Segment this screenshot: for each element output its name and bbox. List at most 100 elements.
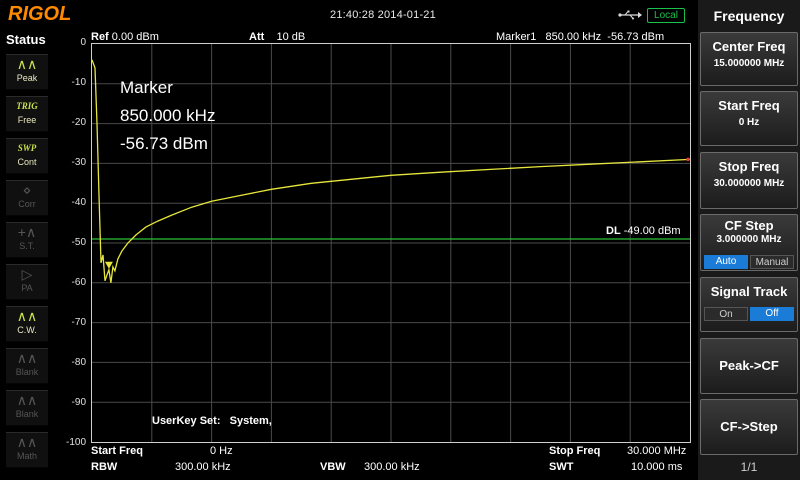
menu-title: Frequency — [713, 8, 785, 24]
display-line-label: DL -49.00 dBm — [606, 225, 681, 237]
status-label: Peak — [16, 73, 38, 83]
signal-track-label: Signal Track — [710, 284, 788, 299]
y-tick-label: -70 — [71, 317, 86, 328]
start-freq-value: 0 Hz — [210, 445, 233, 457]
trace-canvas — [92, 44, 690, 442]
local-badge: Local — [647, 8, 685, 23]
userkey-value: System, — [229, 415, 272, 427]
status-icon: ∧∧ — [16, 350, 38, 366]
vbw-label: VBW — [320, 461, 346, 473]
marker-info-title: Marker — [120, 78, 173, 97]
rigol-logo: RIGOL — [6, 1, 90, 25]
start-freq-label: Start Freq — [91, 445, 143, 457]
status-icon: +∧ — [17, 224, 37, 240]
attenuation-readout: Att 10 dB — [249, 31, 305, 43]
marker-readout: Marker1 850.00 kHz -56.73 dBm — [496, 31, 664, 43]
datetime: 21:40:28 2014-01-21 — [330, 9, 436, 21]
y-tick-label: -20 — [71, 117, 86, 128]
cf-step-value: 3.000000 MHz — [716, 234, 782, 245]
svg-text:RIGOL: RIGOL — [8, 3, 71, 25]
marker-1-point — [104, 261, 113, 269]
status-label: Blank — [15, 367, 39, 377]
usb-icon — [618, 10, 642, 20]
marker-info-level: -56.73 dBm — [120, 134, 208, 153]
cf-step-label: CF Step — [724, 218, 774, 233]
status-item-cont: SWP Cont — [6, 138, 48, 174]
userkey-info: UserKey Set: System, — [152, 415, 272, 427]
status-icon: ∧∧ — [16, 308, 38, 324]
cf-to-step-button[interactable]: CF->Step — [700, 399, 798, 455]
peak-to-cf-label: Peak->CF — [719, 358, 779, 373]
y-tick-label: -100 — [65, 437, 86, 448]
status-item-corr: ⋄ Corr — [6, 180, 48, 216]
status-label: S.T. — [19, 241, 35, 251]
dl-label-text: DL — [606, 225, 621, 237]
trace-end-point — [686, 157, 690, 162]
status-column: Status — [0, 28, 52, 480]
center-freq-label: Center Freq — [712, 39, 786, 54]
status-icon: ⋄ — [22, 182, 32, 198]
status-title: Status — [6, 32, 46, 47]
marker-freq: 850.00 kHz — [545, 31, 602, 43]
swt-value: 10.000 ms — [631, 461, 683, 473]
status-item-peak: ∧∧ Peak — [6, 54, 48, 90]
status-icon: TRIG — [16, 101, 38, 111]
spectrum-trace — [92, 59, 690, 283]
top-bar — [0, 0, 698, 28]
att-label: Att — [249, 31, 265, 43]
cf-to-step-label: CF->Step — [720, 419, 778, 434]
status-icon: SWP — [17, 143, 37, 153]
y-tick-label: -60 — [71, 277, 86, 288]
status-item-free: TRIG Free — [6, 96, 48, 132]
status-item-c-w: ∧∧ C.W. — [6, 306, 48, 342]
status-icon: ∧∧ — [16, 56, 38, 72]
marker-info: Marker 850.000 kHz -56.73 dBm — [120, 74, 215, 158]
stop-freq-value: 30.000 MHz — [627, 445, 687, 457]
menu-page-number: 1/1 — [740, 460, 758, 474]
spectrum-plot[interactable] — [91, 43, 691, 443]
marker-label: Marker1 — [496, 31, 537, 43]
start-freq-softkey-label: Start Freq — [718, 98, 780, 113]
status-icon: ∧∧ — [16, 392, 38, 408]
ref-label: Ref — [91, 31, 109, 43]
y-tick-label: -40 — [71, 197, 86, 208]
rbw-label: RBW — [91, 461, 118, 473]
status-icon: ▷ — [21, 266, 33, 282]
status-label: Math — [16, 451, 37, 461]
status-icon: ∧∧ — [16, 434, 38, 450]
status-item-blank: ∧∧ Blank — [6, 390, 48, 426]
status-item-pa: ▷ PA — [6, 264, 48, 300]
peak-to-cf-button[interactable]: Peak->CF — [700, 338, 798, 394]
y-tick-label: -90 — [71, 397, 86, 408]
status-label: Blank — [15, 409, 39, 419]
marker-info-freq: 850.000 kHz — [120, 106, 216, 125]
rbw-value: 300.00 kHz — [175, 461, 231, 473]
cf-step-manual-option[interactable]: Manual — [750, 255, 794, 269]
signal-track-on-option[interactable]: On — [704, 307, 748, 321]
stop-freq-button[interactable]: Stop Freq 30.000000 MHz — [700, 152, 798, 209]
status-item-math: ∧∧ Math — [6, 432, 48, 468]
center-freq-value: 15.000000 MHz — [713, 58, 785, 69]
userkey-label: UserKey Set: — [152, 415, 221, 427]
status-item-blank: ∧∧ Blank — [6, 348, 48, 384]
cf-step-auto-option[interactable]: Auto — [704, 255, 748, 269]
center-freq-button[interactable]: Center Freq 15.000000 MHz — [700, 32, 798, 86]
status-label: PA — [21, 283, 33, 293]
marker-level: -56.73 dBm — [607, 31, 665, 43]
status-item-s-t: +∧ S.T. — [6, 222, 48, 258]
y-tick-label: 0 — [80, 37, 86, 48]
status-label: Free — [17, 115, 37, 125]
att-value: 10 dB — [276, 31, 306, 43]
y-tick-label: -80 — [71, 357, 86, 368]
swt-label: SWT — [549, 461, 574, 473]
dl-value: -49.00 dBm — [623, 225, 681, 237]
start-freq-button[interactable]: Start Freq 0 Hz — [700, 91, 798, 146]
status-label: C.W. — [17, 325, 37, 335]
stop-freq-label: Stop Freq — [549, 445, 601, 457]
signal-track-off-option[interactable]: Off — [750, 307, 794, 321]
signal-track-button[interactable]: Signal Track — [700, 277, 798, 332]
ref-level-readout: Ref 0.00 dBm — [91, 31, 159, 43]
stop-freq-softkey-label: Stop Freq — [718, 159, 780, 174]
status-label: Corr — [18, 199, 36, 209]
stop-freq-softkey-value: 30.000000 MHz — [713, 178, 785, 189]
